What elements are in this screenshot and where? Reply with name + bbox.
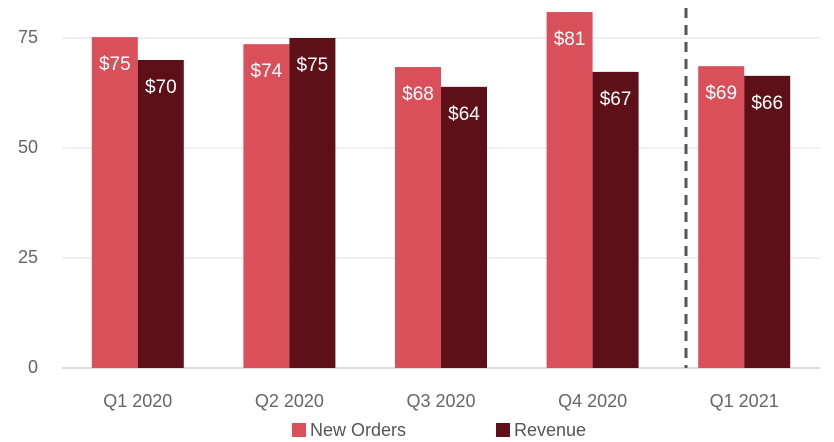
value-label: $70	[145, 77, 177, 98]
bar	[137, 60, 184, 368]
x-tick-label: Q4 2020	[558, 391, 627, 411]
x-tick-label: Q2 2020	[255, 391, 324, 411]
bar	[289, 38, 336, 368]
value-label: $68	[402, 84, 434, 105]
value-label: $74	[251, 61, 283, 82]
legend-swatch	[496, 423, 510, 437]
x-tick-label: Q1 2021	[710, 391, 779, 411]
legend-label: Revenue	[514, 420, 586, 440]
y-tick-label: 25	[18, 247, 38, 267]
bar	[592, 71, 639, 368]
value-label: $67	[600, 89, 632, 110]
y-tick-label: 0	[28, 357, 38, 377]
value-label: $75	[297, 55, 329, 76]
value-label: $69	[705, 83, 737, 104]
x-tick-label: Q3 2020	[406, 391, 475, 411]
bar	[546, 12, 593, 368]
value-label: $81	[554, 29, 586, 50]
bar	[395, 67, 441, 368]
bar	[744, 75, 791, 368]
y-tick-label: 50	[18, 137, 38, 157]
bar	[441, 86, 487, 368]
bar	[91, 37, 138, 369]
y-tick-label: 75	[18, 27, 38, 47]
x-tick-label: Q1 2020	[103, 391, 172, 411]
value-label: $75	[99, 54, 131, 75]
bar	[243, 44, 290, 368]
legend-swatch	[292, 423, 306, 437]
legend-label: New Orders	[310, 420, 406, 440]
value-label: $64	[448, 104, 480, 125]
bar	[698, 66, 745, 368]
value-label: $66	[751, 93, 783, 114]
